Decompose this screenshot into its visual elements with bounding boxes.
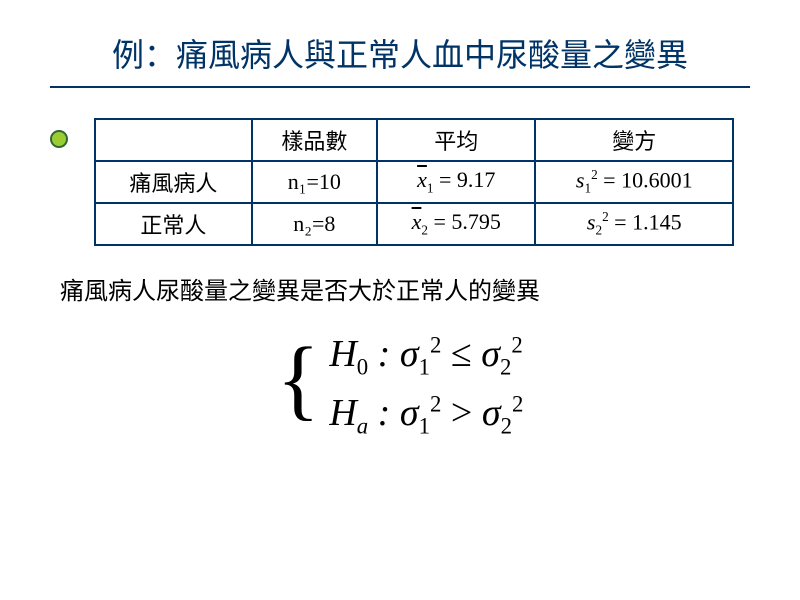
question-text: 痛風病人尿酸量之變異是否大於正常人的變異 xyxy=(60,271,750,306)
row2-var: s22 = 1.145 xyxy=(535,203,733,245)
null-hypothesis: H0 : σ12 ≤ σ22 xyxy=(329,326,523,385)
alt-hypothesis: Ha : σ12 > σ22 xyxy=(329,385,523,444)
title-underline xyxy=(50,86,750,88)
row2-n: n₂=8 xyxy=(252,203,377,245)
brace-icon: { xyxy=(277,335,320,425)
data-table: 樣品數 平均 變方 痛風病人 n₁=10 x1 = 9.17 s12 = 10.… xyxy=(94,118,734,246)
slide-content: 例：痛風病人與正常人血中尿酸量之變異 樣品數 平均 變方 痛風病人 n₁=10 … xyxy=(0,0,800,474)
row2-mean: x2 = 5.795 xyxy=(377,203,535,245)
header-mean: 平均 xyxy=(377,119,535,161)
header-sample: 樣品數 xyxy=(252,119,377,161)
table-header-row: 樣品數 平均 變方 xyxy=(95,119,733,161)
table-row: 正常人 n₂=8 x2 = 5.795 s22 = 1.145 xyxy=(95,203,733,245)
hypotheses: { H0 : σ12 ≤ σ22 Ha : σ12 > σ22 xyxy=(50,326,750,444)
row1-var: s12 = 10.6001 xyxy=(535,161,733,203)
row1-n: n₁=10 xyxy=(252,161,377,203)
header-variance: 變方 xyxy=(535,119,733,161)
row1-mean: x1 = 9.17 xyxy=(377,161,535,203)
table-row: 痛風病人 n₁=10 x1 = 9.17 s12 = 10.6001 xyxy=(95,161,733,203)
row2-label: 正常人 xyxy=(95,203,252,245)
table-row-wrapper: 樣品數 平均 變方 痛風病人 n₁=10 x1 = 9.17 s12 = 10.… xyxy=(50,118,750,271)
header-empty xyxy=(95,119,252,161)
bullet-icon xyxy=(50,130,68,148)
slide-title: 例：痛風病人與正常人血中尿酸量之變異 xyxy=(50,30,750,76)
row1-label: 痛風病人 xyxy=(95,161,252,203)
